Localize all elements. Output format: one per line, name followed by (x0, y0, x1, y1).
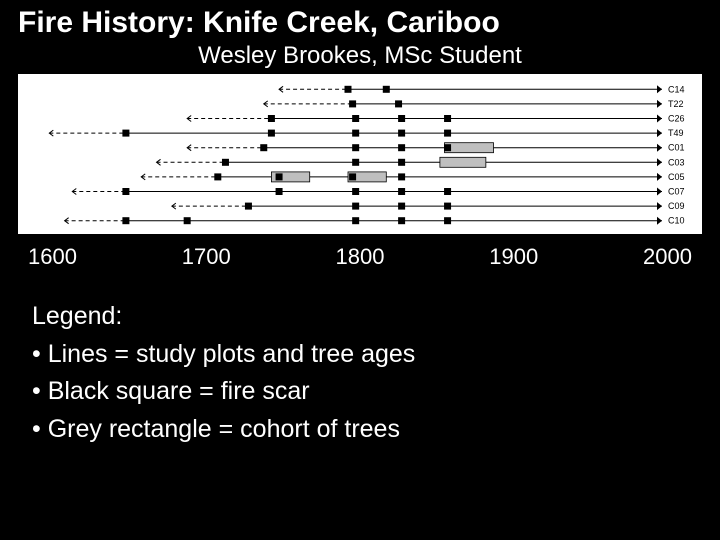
svg-text:T49: T49 (668, 128, 684, 138)
svg-text:C01: C01 (668, 143, 685, 153)
fire-history-chart: C14 T22 C26 T49 C01 C03 C05 C07 C09 C10 (18, 74, 702, 234)
svg-text:C07: C07 (668, 187, 685, 197)
svg-text:C26: C26 (668, 114, 685, 124)
tick-label: 1600 (28, 244, 77, 270)
svg-text:C03: C03 (668, 157, 685, 167)
x-axis-labels: 1600 1700 1800 1900 2000 (0, 234, 720, 270)
legend-heading: Legend: (32, 298, 702, 336)
tick-label: 1800 (336, 244, 385, 270)
tick-label: 1900 (489, 244, 538, 270)
tick-label: 2000 (643, 244, 692, 270)
legend: Legend: Lines = study plots and tree age… (0, 270, 720, 448)
svg-text:C14: C14 (668, 84, 685, 94)
svg-text:C09: C09 (668, 201, 685, 211)
tick-label: 1700 (182, 244, 231, 270)
svg-text:C05: C05 (668, 172, 685, 182)
legend-item: Grey rectangle = cohort of trees (32, 411, 702, 449)
subtitle: Wesley Brookes, MSc Student (0, 42, 720, 74)
legend-item: Black square = fire scar (32, 373, 702, 411)
svg-text:T22: T22 (668, 99, 684, 109)
page-title: Fire History: Knife Creek, Cariboo (0, 0, 720, 42)
svg-text:C10: C10 (668, 216, 685, 226)
legend-item: Lines = study plots and tree ages (32, 336, 702, 374)
